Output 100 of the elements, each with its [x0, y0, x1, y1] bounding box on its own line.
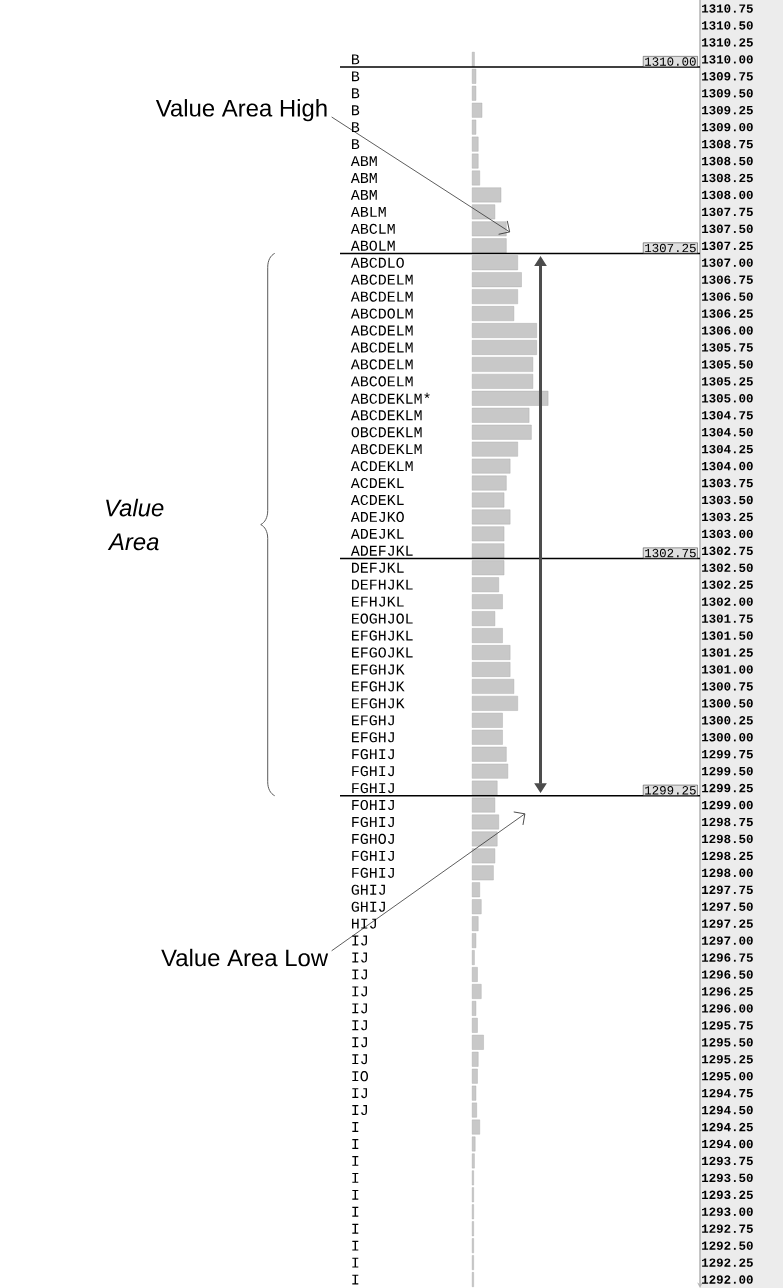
y-tick-label: 1310.75: [702, 4, 753, 13]
y-tick-label: 1310.50: [702, 21, 753, 30]
y-tick-label: 1307.75: [702, 207, 753, 217]
text: I: [352, 1139, 359, 1149]
text: FGHOJ: [352, 833, 394, 844]
bar: [471, 679, 515, 694]
y-tick-label: 1301.75: [702, 614, 753, 623]
y-tick-label: 1298.50: [702, 834, 753, 844]
y-tick-label: 1303.75: [702, 478, 753, 488]
text: ABLM: [350, 206, 386, 217]
y-tick-label: 1310.25: [702, 38, 753, 47]
text: I: [352, 1172, 359, 1183]
text: HIJ: [352, 918, 376, 929]
text: ABCDELM: [350, 291, 413, 302]
y-tick-label: 1294.25: [702, 1122, 753, 1132]
y-tick-label: 1300.00: [702, 733, 753, 742]
ref-line-label: 1302.75: [645, 548, 696, 558]
y-tick-label: 1308.25: [702, 173, 753, 183]
y-tick-label: 1306.75: [702, 275, 753, 284]
text: ACDEKL: [350, 494, 404, 506]
text: EFGHJK: [352, 681, 405, 692]
y-tick-label: 1292.75: [702, 1224, 753, 1233]
y-tick-label: 1309.00: [702, 122, 753, 132]
y-tick-label: 1306.25: [702, 309, 753, 318]
bar: [471, 967, 478, 982]
text: FGHIJ: [352, 850, 394, 861]
y-tick-label: 1299.75: [702, 749, 753, 759]
text: EOGHJOL: [352, 613, 413, 624]
y-tick-label: 1308.50: [702, 156, 753, 166]
text: ABCDELM: [350, 359, 413, 370]
y-tick-label: 1308.75: [702, 139, 753, 149]
y-tick-label: 1299.50: [702, 766, 753, 776]
y-tick-label: 1303.00: [702, 529, 753, 539]
y-tick-label: 1296.00: [702, 1004, 753, 1013]
y-tick-label: 1303.25: [702, 512, 753, 522]
bar: [471, 306, 515, 321]
text: EFGHJK: [352, 698, 405, 709]
text: I: [352, 1189, 359, 1200]
text: ABCDLO: [350, 257, 404, 268]
text: IJ: [352, 1054, 367, 1065]
text: OBCDEKLM: [351, 427, 422, 438]
text: FGHIJ: [352, 766, 394, 777]
text: GHIJ: [351, 884, 385, 895]
text: I: [352, 1206, 359, 1217]
y-tick-label: 1295.00: [702, 1071, 753, 1081]
y-tick-label: 1302.25: [702, 580, 753, 589]
text: ACDEKLM: [350, 461, 413, 472]
y-tick-label: 1301.25: [702, 648, 753, 657]
text: EFGHJ: [352, 732, 394, 743]
y-tick-label: 1304.75: [702, 411, 753, 420]
y-tick-label: 1295.50: [702, 1038, 753, 1047]
text: FGHIJ: [352, 749, 394, 760]
text: I: [352, 1274, 359, 1285]
y-tick-label: 1292.00: [702, 1275, 753, 1284]
text: IJ: [352, 1003, 367, 1014]
text: FOHIJ: [352, 799, 394, 811]
text: Value Area: [106, 498, 164, 551]
y-tick-label: 1294.75: [702, 1088, 753, 1098]
text: IJ: [352, 1105, 367, 1116]
y-tick-label: 1305.75: [702, 343, 753, 352]
text: DEFHJKL: [352, 579, 413, 590]
y-tick-label: 1292.50: [702, 1241, 753, 1250]
y-tick-label: 1306.00: [702, 326, 753, 335]
bar: [471, 340, 537, 355]
y-tick-label: 1296.25: [702, 987, 753, 996]
y-tick-label: 1298.25: [702, 851, 753, 861]
y-tick-label: 1304.25: [702, 444, 753, 454]
text: B: [352, 88, 360, 99]
y-tick-label: 1302.00: [702, 597, 753, 606]
text: IJ: [352, 1037, 367, 1048]
y-tick-label: 1295.75: [702, 1021, 753, 1030]
text: I: [352, 1156, 359, 1166]
text: ABCDELM: [350, 325, 413, 336]
y-tick-label: 1293.50: [702, 1173, 753, 1183]
y-tick-label: 1306.50: [702, 292, 753, 301]
text: ABM: [350, 156, 377, 166]
text: EFGHJ: [352, 715, 394, 726]
y-tick-label: 1292.25: [702, 1258, 753, 1267]
y-tick-label: 1304.50: [702, 427, 753, 437]
text: IJ: [352, 952, 367, 963]
text: B: [352, 71, 360, 82]
text: ABCDEKLM: [350, 444, 422, 455]
y-tick-label: 1293.75: [702, 1156, 753, 1166]
text: ABM: [350, 173, 377, 183]
text: GHIJ: [351, 901, 385, 912]
y-tick-label: 1309.50: [702, 89, 753, 98]
text: ABCDOLM: [350, 308, 413, 319]
y-tick-label: 1305.25: [702, 377, 753, 386]
text: ABCDEKLM: [350, 410, 422, 421]
y-tick-label: 1293.00: [702, 1207, 753, 1217]
text: FGHIJ: [352, 867, 394, 878]
text: EFGHJKL: [352, 630, 413, 641]
text: IJ: [352, 1088, 367, 1099]
text: ACDEKL: [350, 477, 404, 489]
y-tick-label: 1297.75: [702, 885, 753, 895]
y-tick-label: 1299.00: [702, 800, 753, 810]
y-tick-label: 1309.75: [702, 72, 753, 81]
y-tick-label: 1304.00: [702, 461, 753, 471]
bar: [471, 950, 475, 965]
ref-line-label: 1310.00: [645, 57, 696, 66]
